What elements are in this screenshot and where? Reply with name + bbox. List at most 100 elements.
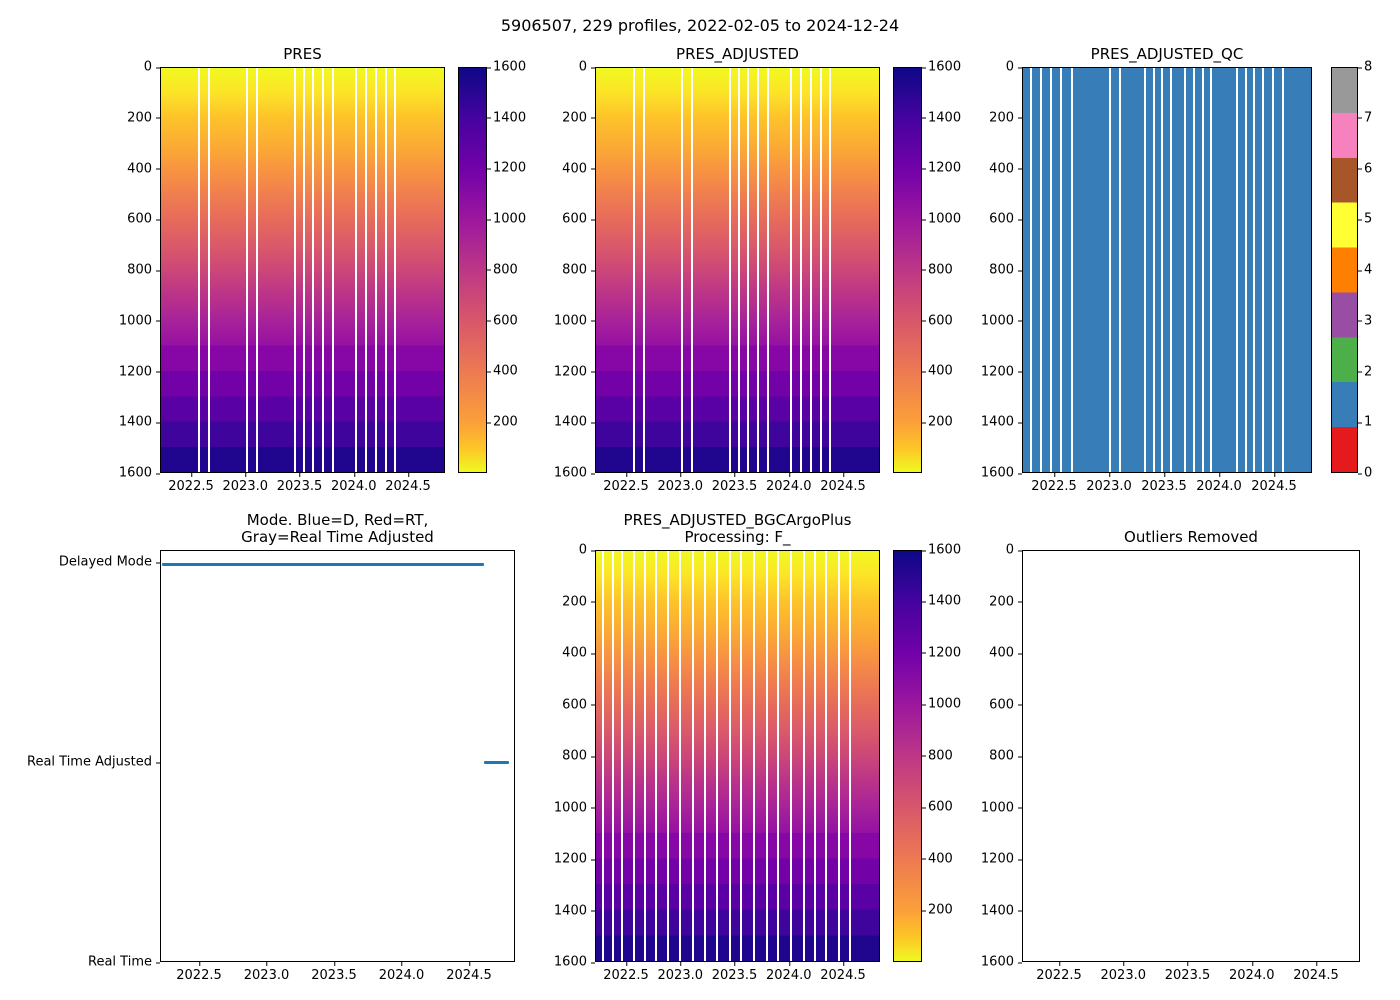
colorbar-tick-label: 1200 xyxy=(921,645,962,661)
y-tick-label: 800 xyxy=(562,748,595,764)
missing-profile-gap xyxy=(799,68,802,472)
colorbar-tick-label: 400 xyxy=(922,363,953,379)
y-tick-label: 800 xyxy=(562,262,595,278)
missing-profile-gap xyxy=(1060,68,1063,472)
missing-profile-gap xyxy=(601,551,604,961)
colorbar-tick-label: 800 xyxy=(487,262,518,278)
subplot-outliers-axes xyxy=(1022,550,1360,962)
y-tick-label: Real Time xyxy=(88,954,160,970)
x-tick-label: 2022.5 xyxy=(176,962,222,983)
y-tick-label: 1000 xyxy=(980,313,1023,329)
missing-profile-gap xyxy=(374,68,377,472)
colorbar-tick-label: 1400 xyxy=(921,110,962,126)
missing-profile-gap xyxy=(690,68,693,472)
missing-profile-gap xyxy=(680,68,683,472)
x-tick-label: 2024.0 xyxy=(378,962,425,983)
missing-profile-gap xyxy=(1050,68,1053,472)
x-tick-label: 2024.0 xyxy=(766,962,812,983)
x-tick-label: 2024.0 xyxy=(1229,962,1275,983)
missing-profile-gap xyxy=(757,68,760,472)
subplot-pres-axes xyxy=(160,67,445,473)
subplot-bgc-y-axis-ticks: 0 200 400 600 800 1000 1200 1400 1600 xyxy=(541,543,596,970)
x-tick-label: 2023.5 xyxy=(711,473,758,494)
colorbar-tick-label: 5 xyxy=(1357,211,1373,227)
qc-missing-profile-gaps xyxy=(1023,68,1311,472)
colorbar-tick-label: 7 xyxy=(1357,110,1373,126)
subplot-pres-title: PRES xyxy=(283,45,322,63)
x-tick-label: 2023.5 xyxy=(711,962,758,983)
subplot-bgc-x-axis-ticks: 2022.5 2023.0 2023.5 2024.0 2024.5 xyxy=(603,962,866,984)
colorbar-tick-label: 6 xyxy=(1357,161,1373,176)
colorbar-tick-label: 400 xyxy=(487,363,518,379)
missing-profile-gap xyxy=(729,68,731,472)
x-tick-label: 2022.5 xyxy=(603,962,649,983)
missing-profile-gap xyxy=(747,68,750,472)
y-tick-label: 1600 xyxy=(118,465,161,481)
colorbar-tick-label: 1200 xyxy=(486,160,527,176)
missing-profile-gap xyxy=(322,68,325,472)
x-tick-label: 2024.0 xyxy=(766,473,812,494)
y-tick-label: 400 xyxy=(989,645,1022,661)
bgc-heatmap xyxy=(596,551,879,961)
colorbar-tick-label: 600 xyxy=(487,313,518,329)
missing-profile-gap xyxy=(809,68,812,472)
y-tick-label: 600 xyxy=(989,211,1022,227)
y-tick-label: 1000 xyxy=(553,800,596,815)
missing-profile-gap xyxy=(765,551,768,961)
y-tick-label: 200 xyxy=(989,594,1022,609)
x-tick-label: 2023.0 xyxy=(657,962,703,983)
missing-profile-gap xyxy=(1262,68,1265,472)
y-tick-label: 1200 xyxy=(553,851,596,867)
subplot-mode-x-axis-ticks: 2022.5 2023.0 2023.5 2024.0 2024.5 xyxy=(176,962,492,984)
missing-profile-gap xyxy=(644,551,647,961)
y-tick-label: Delayed Mode xyxy=(58,554,161,570)
missing-profile-gap xyxy=(819,68,822,472)
missing-profile-gap xyxy=(789,551,792,961)
y-tick-label: 600 xyxy=(562,697,595,712)
x-tick-label: 2023.5 xyxy=(311,962,357,983)
pres-adjusted-colorbar-ticks: 1600 1400 1200 1000 800 600 400 200 xyxy=(921,60,970,430)
missing-profile-gap xyxy=(632,68,635,472)
colorbar-tick-label: 600 xyxy=(922,799,953,815)
x-tick-label: 2022.5 xyxy=(603,473,649,494)
y-tick-label: 1000 xyxy=(980,800,1023,815)
missing-profile-gap xyxy=(716,551,719,961)
y-tick-label: 1600 xyxy=(553,465,596,481)
x-tick-label: 2024.5 xyxy=(820,962,866,983)
colorbar-tick-label: 200 xyxy=(922,902,953,918)
missing-profile-gap xyxy=(802,551,805,961)
colorbar-tick-label: 1600 xyxy=(486,59,527,75)
subplot-pres-adjusted-y-axis-ticks: 0 200 400 600 800 1000 1200 1400 1600 xyxy=(541,60,596,481)
real-time-adjusted-line xyxy=(483,761,509,764)
missing-profile-gap xyxy=(767,68,770,472)
y-tick-label: 1000 xyxy=(118,313,161,329)
missing-profile-gap xyxy=(1152,68,1155,472)
missing-profile-gap xyxy=(666,551,669,961)
y-tick-label: 1200 xyxy=(980,851,1023,867)
y-tick-label: 400 xyxy=(989,161,1022,176)
x-tick-label: 2023.5 xyxy=(1141,473,1187,494)
subplot-pres-adjusted-axes xyxy=(595,67,880,473)
colorbar-tick-label: 200 xyxy=(922,414,953,430)
subplot-qc-y-axis-ticks: 0 200 400 600 800 1000 1200 1400 1600 xyxy=(968,60,1023,481)
x-tick-label: 2023.0 xyxy=(222,473,268,494)
subplot-pres-adjusted-title: PRES_ADJUSTED xyxy=(676,45,799,63)
y-tick-label: 600 xyxy=(989,697,1022,712)
subplot-bgc-title-line2: Processing: F_ xyxy=(684,528,791,546)
y-tick-label: 200 xyxy=(562,110,595,126)
subplot-qc-axes xyxy=(1022,67,1312,473)
y-tick-label: 1200 xyxy=(118,364,161,379)
missing-profile-gap xyxy=(777,551,780,961)
missing-profile-gap xyxy=(255,68,258,472)
colorbar-tick-label: 1000 xyxy=(921,696,962,712)
subplot-outliers-x-axis-ticks: 2022.5 2023.0 2023.5 2024.0 2024.5 xyxy=(1036,962,1339,984)
missing-profile-gap xyxy=(813,551,816,961)
missing-profile-gap xyxy=(197,68,200,472)
missing-profile-gap xyxy=(1282,68,1285,472)
missing-profile-gap xyxy=(729,551,731,961)
x-tick-label: 2024.5 xyxy=(1251,473,1297,494)
pres-adjusted-missing-profile-gaps xyxy=(596,68,879,472)
y-tick-label: 0 xyxy=(1005,59,1023,75)
missing-profile-gap xyxy=(364,68,367,472)
subplot-bgc-title-line1: PRES_ADJUSTED_BGCArgoPlus xyxy=(623,511,852,529)
